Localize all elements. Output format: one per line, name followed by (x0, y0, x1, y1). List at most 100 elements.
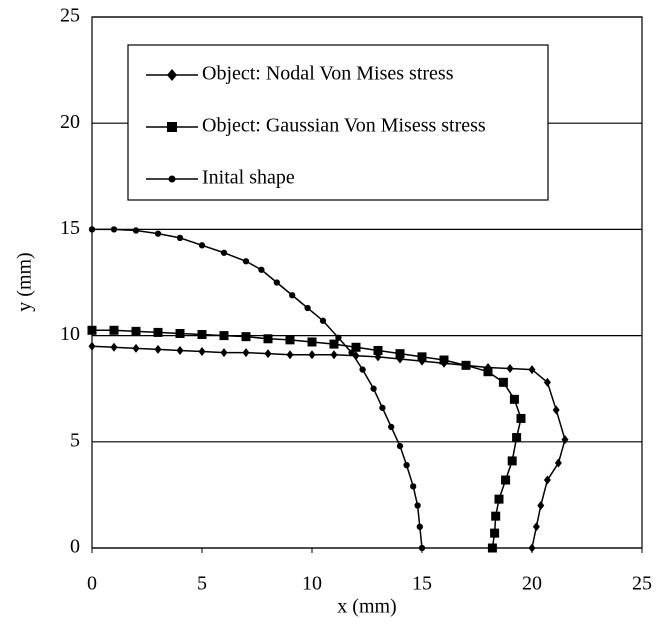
x-tick-label: 15 (412, 573, 432, 595)
marker (487, 543, 497, 553)
marker (241, 332, 251, 342)
plot-frame (91, 16, 643, 549)
y-tick-label: 20 (60, 111, 80, 133)
marker (132, 343, 140, 353)
x-tick-label: 0 (87, 573, 97, 595)
marker (258, 266, 265, 273)
marker (395, 349, 405, 359)
marker (507, 456, 517, 466)
marker (304, 304, 311, 312)
marker (561, 435, 569, 445)
marker (308, 350, 316, 360)
marker (289, 292, 296, 299)
marker (414, 502, 421, 509)
marker (175, 328, 185, 338)
legend-box (127, 44, 549, 201)
marker (410, 483, 417, 490)
legend-marker (167, 69, 177, 81)
marker (498, 377, 508, 387)
y-tick-label: 10 (60, 323, 80, 345)
marker (264, 349, 272, 359)
marker (219, 331, 229, 341)
y-tick-label: 15 (60, 217, 80, 239)
marker (509, 394, 519, 404)
legend-label: Inital shape (202, 167, 295, 189)
legend-label: Object: Gaussian Von Misess stress (202, 115, 486, 137)
marker (506, 364, 514, 374)
marker (88, 226, 96, 233)
marker (348, 349, 355, 356)
marker (198, 242, 206, 249)
marker (220, 348, 228, 358)
marker (330, 350, 338, 360)
marker (132, 227, 140, 234)
marker (532, 522, 540, 532)
marker (543, 475, 551, 485)
marker (552, 405, 560, 415)
marker (554, 458, 562, 468)
marker (491, 511, 501, 521)
marker (403, 462, 410, 469)
marker (417, 352, 427, 362)
marker (483, 367, 493, 377)
marker (286, 350, 294, 360)
marker (273, 279, 280, 286)
y-tick-label: 25 (60, 5, 80, 27)
marker (528, 543, 536, 553)
marker (416, 523, 423, 530)
x-tick-label: 5 (197, 573, 207, 595)
legend-marker (167, 122, 177, 132)
series-line (92, 329, 522, 549)
marker (501, 475, 511, 485)
marker (516, 413, 526, 423)
y-tick-label: 5 (70, 429, 80, 451)
marker (537, 501, 545, 511)
marker (379, 404, 386, 411)
marker (110, 226, 118, 233)
marker (329, 339, 339, 349)
marker (154, 230, 162, 237)
marker (176, 345, 184, 355)
marker (110, 342, 118, 352)
legend-marker (168, 175, 176, 183)
marker (359, 366, 366, 373)
y-tick-label: 0 (70, 536, 80, 558)
marker (396, 442, 404, 450)
marker (351, 342, 361, 352)
marker (153, 327, 163, 337)
marker (388, 423, 395, 431)
marker (335, 334, 342, 341)
marker (263, 334, 273, 344)
marker (176, 234, 184, 242)
x-tick-label: 20 (522, 573, 542, 595)
marker (494, 494, 504, 504)
marker (319, 317, 327, 324)
marker (87, 325, 97, 335)
marker (528, 365, 536, 375)
y-axis-label: y (mm) (14, 252, 36, 311)
marker (220, 249, 228, 256)
marker (418, 544, 426, 552)
marker (198, 347, 206, 357)
marker (154, 344, 162, 354)
marker (242, 348, 250, 358)
marker (373, 345, 383, 355)
marker (131, 326, 141, 336)
marker (512, 433, 522, 443)
marker (88, 341, 96, 351)
marker (461, 360, 471, 370)
legend-label: Object: Nodal Von Mises stress (202, 63, 454, 85)
marker (242, 258, 250, 265)
marker (285, 335, 295, 345)
marker (197, 330, 207, 340)
marker (439, 355, 449, 365)
x-tick-label: 25 (632, 573, 652, 595)
marker (109, 325, 119, 335)
marker (307, 337, 317, 347)
marker (543, 377, 551, 387)
marker (370, 385, 377, 392)
x-tick-label: 10 (302, 573, 322, 595)
x-axis-label: x (mm) (337, 596, 396, 618)
marker (490, 528, 500, 538)
